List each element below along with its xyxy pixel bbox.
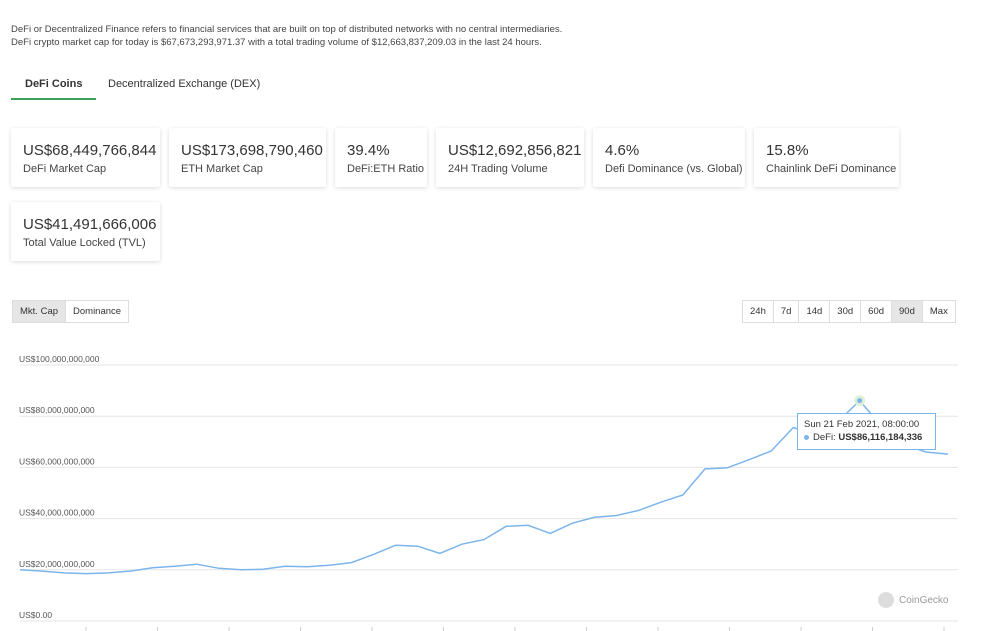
y-tick-label: US$100,000,000,000 xyxy=(19,354,100,364)
stat-value: US$173,698,790,460 xyxy=(181,142,323,159)
time-range-selector: 24h 7d 14d 30d 60d 90d Max xyxy=(742,300,956,323)
stat-label: DeFi Market Cap xyxy=(23,163,107,175)
range-60d[interactable]: 60d xyxy=(861,301,893,322)
toggle-market-cap[interactable]: Mkt. Cap xyxy=(13,301,67,322)
toggle-dominance[interactable]: Dominance xyxy=(73,306,122,317)
tooltip-value-row: DeFi: US$86,116,184,336 xyxy=(804,432,929,443)
stat-card-defi-eth-ratio: 39.4% DeFi:ETH Ratio xyxy=(335,128,427,187)
stat-value: 4.6% xyxy=(605,142,640,159)
defi-series-line xyxy=(19,399,949,575)
x-axis-ticks xyxy=(85,627,945,631)
chart-grid xyxy=(20,364,958,622)
intro-line-1: DeFi or Decentralized Finance refers to … xyxy=(11,24,563,35)
coingecko-logo-icon xyxy=(878,592,894,608)
y-tick-label: US$80,000,000,000 xyxy=(19,405,95,415)
stat-label: Defi Dominance (vs. Global) xyxy=(605,163,743,175)
stat-label: ETH Market Cap xyxy=(181,163,263,175)
series-points xyxy=(854,395,866,407)
credit-text: CoinGecko xyxy=(899,594,949,606)
tab-decentralized-exchange[interactable]: Decentralized Exchange (DEX) xyxy=(108,78,261,90)
stat-card-trading-volume: US$12,692,856,821 24H Trading Volume xyxy=(436,128,584,187)
y-tick-label: US$60,000,000,000 xyxy=(19,456,95,466)
stat-label: 24H Trading Volume xyxy=(448,163,548,175)
chart-type-toggle: Mkt. Cap Dominance xyxy=(12,300,130,323)
series-dot-icon xyxy=(804,434,809,440)
y-tick-label: US$40,000,000,000 xyxy=(19,508,95,518)
y-axis-labels: US$0.00 US$20,000,000,000 US$40,000,000,00… xyxy=(19,354,100,620)
range-7d[interactable]: 7d xyxy=(774,301,800,322)
tooltip-series-name: DeFi: xyxy=(813,432,836,443)
y-tick-label: US$20,000,000,000 xyxy=(19,559,95,569)
range-90d[interactable]: 90d xyxy=(892,301,923,322)
chart-tooltip: Sun 21 Feb 2021, 08:00:00 DeFi: US$86,11… xyxy=(797,413,936,450)
stat-label: DeFi:ETH Ratio xyxy=(347,163,425,175)
intro-text: DeFi or Decentralized Finance refers to … xyxy=(11,23,562,49)
stat-label: Chainlink DeFi Dominance xyxy=(766,163,897,175)
stat-card-defi-market-cap: US$68,449,766,844 DeFi Market Cap xyxy=(11,128,160,187)
stat-card-total-value-locked: US$41,491,666,006 Total Value Locked (TV… xyxy=(11,202,160,261)
chart-credit: CoinGecko xyxy=(878,592,948,608)
range-14d[interactable]: 14d xyxy=(799,301,831,322)
highlighted-data-point[interactable] xyxy=(854,395,866,407)
stat-value: 39.4% xyxy=(347,142,390,159)
range-30d[interactable]: 30d xyxy=(830,301,862,322)
stat-value: US$68,449,766,844 xyxy=(23,142,157,159)
stat-value: US$41,491,666,006 xyxy=(23,216,157,233)
stat-card-chainlink-dominance: 15.8% Chainlink DeFi Dominance xyxy=(754,128,899,187)
stat-card-defi-dominance: 4.6% Defi Dominance (vs. Global) xyxy=(593,128,745,187)
category-tabs: DeFi Coins Decentralized Exchange (DEX) xyxy=(11,70,411,100)
tab-defi-coins[interactable]: DeFi Coins xyxy=(11,70,97,100)
range-24h[interactable]: 24h xyxy=(743,301,774,322)
intro-line-2: DeFi crypto market cap for today is $67,… xyxy=(11,37,542,48)
tooltip-value: US$86,116,184,336 xyxy=(838,432,923,443)
market-cap-chart: US$0.00 US$20,000,000,000 US$40,000,000,00… xyxy=(19,354,958,631)
range-max[interactable]: Max xyxy=(929,306,948,317)
stat-value: US$12,692,856,821 xyxy=(448,142,582,159)
stat-card-eth-market-cap: US$173,698,790,460 ETH Market Cap xyxy=(169,128,326,187)
tooltip-date: Sun 21 Feb 2021, 08:00:00 xyxy=(804,419,920,430)
stat-label: Total Value Locked (TVL) xyxy=(23,237,146,249)
stat-value: 15.8% xyxy=(766,142,809,159)
y-tick-label: US$0.00 xyxy=(19,610,52,620)
